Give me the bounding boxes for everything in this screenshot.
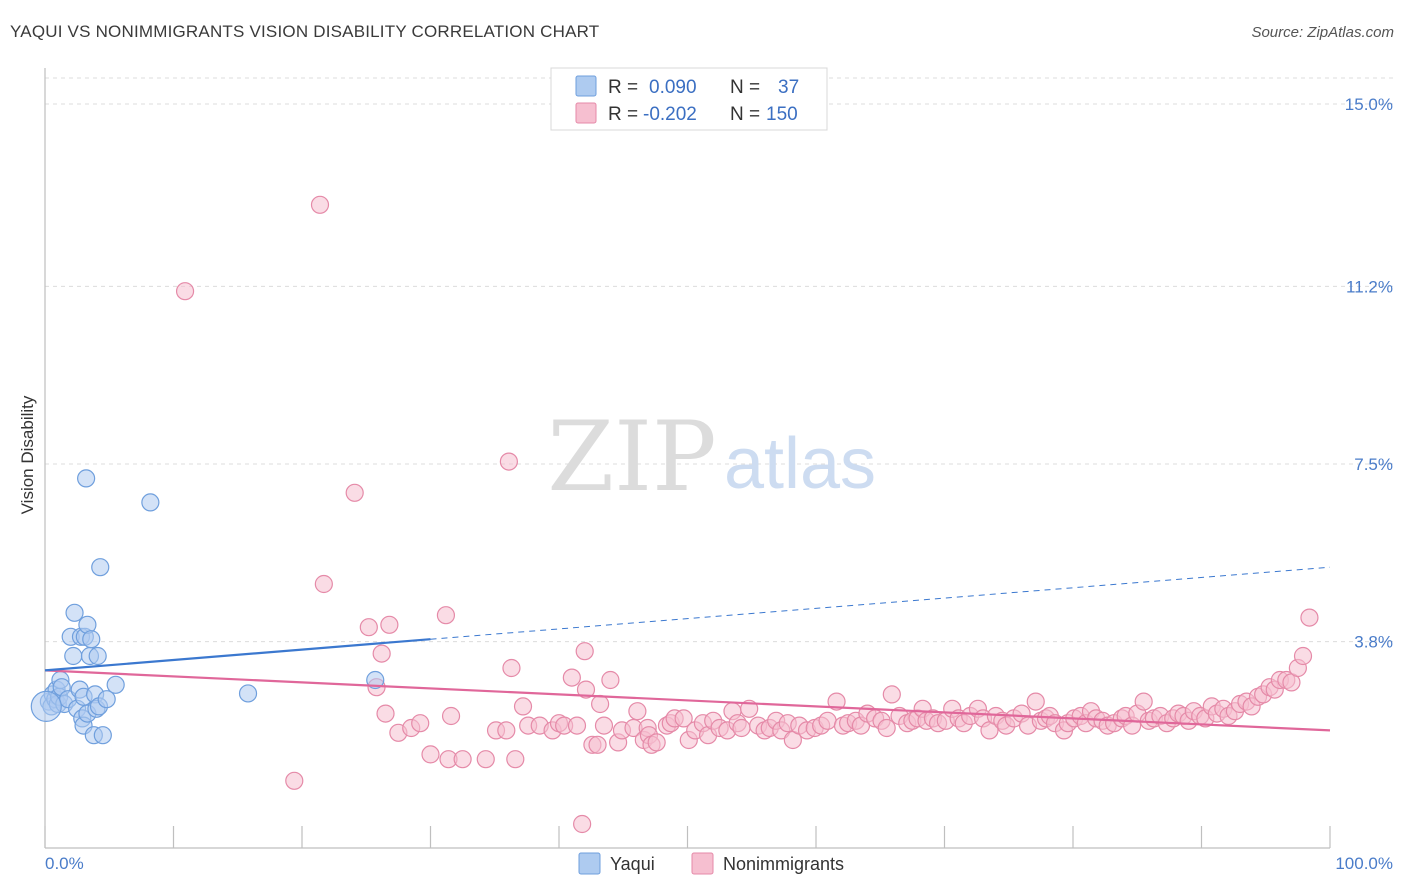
x-axis-ticks: [44, 826, 1331, 848]
data-point-nonimmigrants: [497, 721, 516, 740]
data-point-yaqui: [366, 670, 385, 690]
data-point-yaqui: [64, 646, 83, 666]
data-point-nonimmigrants: [732, 718, 751, 738]
data-point-nonimmigrants: [1300, 608, 1319, 627]
data-point-nonimmigrants: [411, 714, 430, 733]
y-tick-label: 7.5%: [1354, 455, 1393, 474]
bottom-legend-label-yaqui: Yaqui: [610, 854, 655, 874]
data-point-nonimmigrants: [499, 452, 518, 471]
data-point-nonimmigrants: [1134, 692, 1153, 711]
data-point-nonimmigrants: [345, 483, 364, 502]
y-axis-label: Vision Disability: [18, 395, 37, 514]
legend-n-label-yaqui: N =: [730, 77, 760, 98]
legend-r-value-nonimmigrants: -0.202: [643, 104, 697, 125]
data-point-yaqui: [65, 603, 84, 622]
data-point-nonimmigrants: [175, 282, 195, 301]
y-tick-labels: 3.8% 7.5% 11.2% 15.0%: [1345, 95, 1393, 652]
data-point-nonimmigrants: [573, 814, 592, 834]
series-legend: Yaqui Nonimmigrants: [578, 852, 844, 875]
data-point-yaqui: [141, 493, 160, 512]
watermark-zip: ZIP: [547, 401, 716, 513]
source-label: Source: ZipAtlas.com: [1251, 24, 1394, 41]
data-point-nonimmigrants: [314, 574, 333, 594]
bottom-legend-swatch-yaqui: [578, 852, 601, 875]
trend-line-yaqui: [44, 638, 431, 672]
data-point-nonimmigrants: [506, 750, 525, 769]
data-point-nonimmigrants: [877, 718, 896, 738]
data-point-nonimmigrants: [1293, 646, 1313, 666]
y-tick-label: 3.8%: [1354, 633, 1393, 652]
data-point-nonimmigrants: [674, 709, 693, 728]
data-point-yaqui: [88, 646, 107, 666]
data-point-yaqui: [82, 630, 101, 649]
chart-title: YAQUI VS NONIMMIGRANTS VISION DISABILITY…: [10, 22, 600, 41]
data-point-yaqui: [77, 469, 96, 488]
y-tick-label: 15.0%: [1345, 95, 1393, 114]
data-point-nonimmigrants: [827, 692, 846, 711]
gridlines: [45, 77, 1393, 643]
data-point-yaqui: [91, 558, 110, 577]
legend-r-label-yaqui: R =: [608, 77, 638, 98]
data-point-nonimmigrants: [436, 606, 456, 625]
bottom-legend-swatch-nonimmigrants: [691, 852, 714, 875]
data-point-nonimmigrants: [376, 704, 395, 723]
bottom-legend-label-nonimmigrants: Nonimmigrants: [723, 854, 844, 874]
trend-line-yaqui-extrapolated: [430, 566, 1331, 640]
series-nonimmigrants: [175, 195, 1319, 834]
legend-n-value-nonimmigrants: 150: [766, 104, 798, 125]
data-point-nonimmigrants: [567, 716, 587, 735]
legend-n-label-nonimmigrants: N =: [730, 104, 760, 125]
series-yaqui: [39, 469, 385, 745]
data-point-nonimmigrants: [372, 644, 391, 663]
x-tick-label-max: 100.0%: [1335, 854, 1393, 873]
y-tick-label: 11.2%: [1346, 277, 1393, 296]
data-point-nonimmigrants: [502, 658, 521, 678]
data-point-yaqui: [238, 684, 258, 703]
data-point-nonimmigrants: [359, 618, 378, 637]
data-point-nonimmigrants: [421, 745, 440, 764]
data-point-nonimmigrants: [818, 711, 837, 730]
data-point-nonimmigrants: [882, 685, 901, 704]
legend-swatch-yaqui: [575, 75, 597, 97]
data-point-nonimmigrants: [576, 680, 596, 699]
x-tick-label-min: 0.0%: [45, 854, 84, 873]
legend-r-value-yaqui: 0.090: [649, 77, 697, 98]
data-point-nonimmigrants: [441, 706, 461, 726]
data-point-yaqui: [97, 690, 116, 709]
data-point-nonimmigrants: [628, 702, 647, 721]
data-point-nonimmigrants: [591, 694, 610, 714]
data-point-nonimmigrants: [310, 195, 330, 214]
data-point-yaqui: [93, 726, 112, 745]
trend-line-nonimmigrants: [44, 669, 1331, 732]
legend-swatch-nonimmigrants: [575, 102, 597, 124]
data-point-nonimmigrants: [513, 697, 533, 716]
watermark-atlas: atlas: [724, 424, 876, 504]
data-point-yaqui: [106, 675, 125, 694]
data-point-nonimmigrants: [1026, 692, 1045, 711]
data-point-nonimmigrants: [575, 642, 594, 661]
data-point-nonimmigrants: [601, 670, 620, 690]
data-point-nonimmigrants: [647, 733, 666, 752]
correlation-legend: R = 0.090 N = 37 R = -0.202 N = 150: [550, 67, 828, 131]
data-point-nonimmigrants: [476, 750, 495, 769]
series-layer: [30, 195, 1331, 834]
data-point-nonimmigrants: [453, 750, 472, 769]
data-point-nonimmigrants: [588, 735, 607, 754]
data-point-nonimmigrants: [594, 716, 614, 735]
data-point-nonimmigrants: [380, 615, 399, 634]
legend-n-value-yaqui: 37: [778, 77, 799, 98]
legend-r-label-nonimmigrants: R =: [608, 104, 638, 125]
data-point-nonimmigrants: [562, 668, 581, 687]
data-point-yaqui-cluster: [30, 690, 62, 723]
legend-box: [550, 67, 828, 131]
data-point-nonimmigrants: [285, 771, 304, 790]
